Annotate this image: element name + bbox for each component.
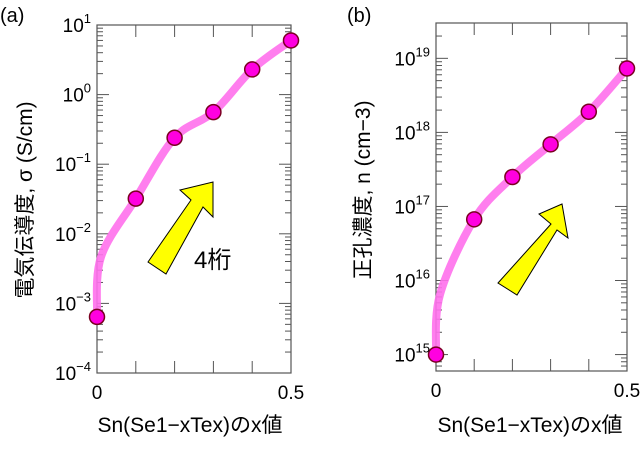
y-tick-label: 1015: [394, 341, 430, 367]
data-point: [542, 136, 559, 153]
panel-label-b: (b): [347, 5, 371, 27]
plot-frame: [435, 22, 628, 372]
y-tick-label: 1018: [394, 118, 430, 144]
data-point: [427, 346, 445, 363]
trend-line: [92, 36, 295, 321]
data-point: [282, 32, 300, 49]
x-tick-label: 0: [431, 381, 442, 402]
y-tick-label: 1019: [394, 44, 430, 70]
y-tick-label: 10−4: [55, 359, 91, 385]
y-tick-label: 101: [63, 11, 91, 37]
x-tick-label: 0.5: [614, 381, 640, 402]
x-axis-label-a: Sn(Se1−xTex)のx値: [98, 414, 283, 437]
increase-arrow: [147, 181, 214, 275]
data-point: [127, 190, 145, 207]
plot-frame: [96, 24, 292, 374]
data-point: [166, 129, 183, 146]
trend-line: [431, 64, 631, 359]
y-tick-label: 10−3: [55, 289, 91, 315]
data-point: [205, 103, 222, 121]
increase-arrow: [497, 203, 569, 296]
data-point: [243, 61, 261, 78]
data-point: [580, 103, 598, 120]
panel-b: (b) 正孔濃度, n (cm−3) Sn(Se1−xTex)のx値 0 0.5 1015…: [347, 5, 640, 437]
y-tick-label: 10−2: [55, 220, 91, 246]
x-axis-label-b: Sn(Se1−xTex)のx値: [438, 414, 623, 437]
annotation-4-orders: 4桁: [194, 247, 231, 274]
data-point: [618, 60, 636, 77]
y-tick-label: 100: [63, 81, 91, 107]
y-tick-label: 10−1: [55, 150, 91, 176]
data-point: [88, 308, 106, 326]
data-point: [504, 168, 521, 186]
panel-label-a: (a): [0, 5, 24, 27]
y-tick-label: 1017: [394, 192, 430, 218]
panel-a: (a) 電気伝導度, σ (S/cm) Sn(Se1−xTex)のx値 4桁 0 0.5 1…: [0, 5, 304, 437]
y-axis-label-b: 正孔濃度, n (cm−3): [352, 100, 375, 279]
x-tick-label: 0.5: [278, 383, 304, 404]
data-point: [465, 211, 483, 228]
y-tick-label: 1016: [394, 267, 430, 293]
x-tick-label: 0: [92, 383, 103, 404]
y-axis-label-a: 電気伝導度, σ (S/cm): [14, 101, 37, 298]
